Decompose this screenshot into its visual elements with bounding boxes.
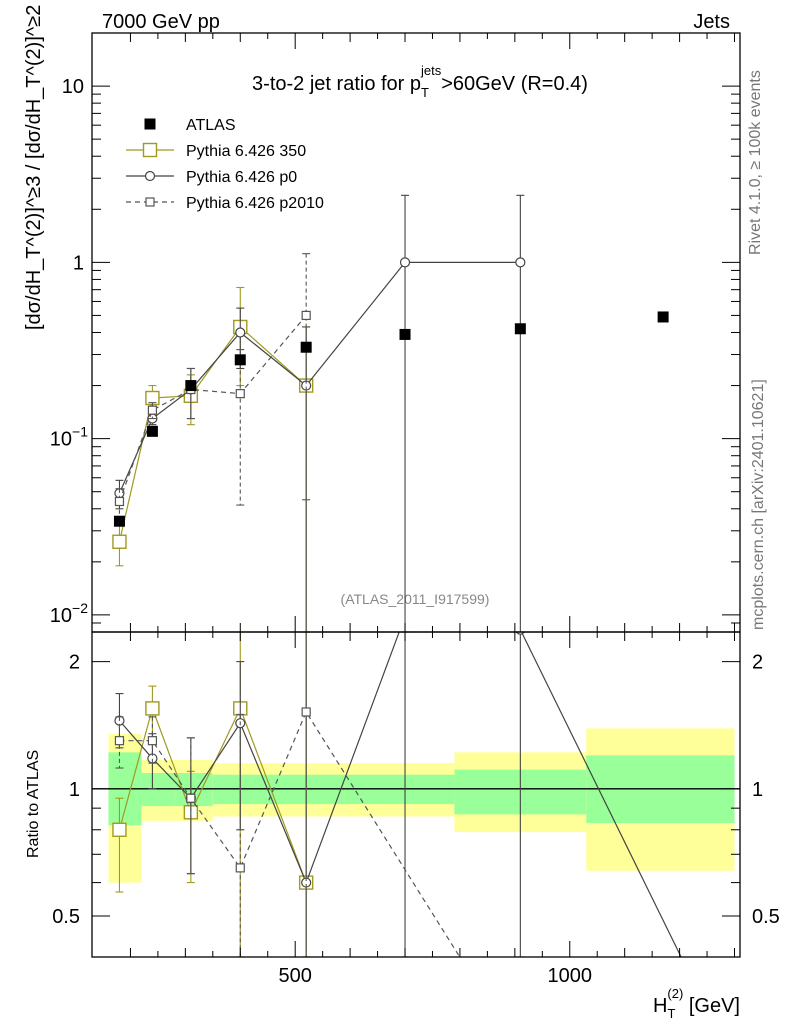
legend-label-pythia-6-426-350: Pythia 6.426 350 (186, 143, 306, 160)
pythia-6-426-p0-ratio-line (119, 632, 682, 957)
pythia-6-426-p2010-marker (114, 496, 125, 507)
pythia-6-426-p2010-marker (235, 389, 245, 399)
pythia-6-426-p0-marker (235, 327, 246, 338)
pythia-6-426-p0-marker (515, 257, 526, 268)
ratio-y-tick-label-left: 1 (69, 779, 80, 801)
atlas-marker (113, 515, 125, 527)
ratio-y-tick-label-left: 0.5 (52, 906, 80, 928)
y-tick-label-base: 10 (50, 605, 72, 627)
legend-marker-pythia-6-426-p0 (144, 170, 156, 182)
legend-label-atlas: ATLAS (186, 117, 236, 134)
ratio-y-tick-label-right: 2 (752, 652, 763, 674)
legend: ATLAS Pythia 6.426 350 Pythia 6.426 p0 Pyth… (126, 117, 324, 212)
x-axis-label-sup: (2) (667, 986, 683, 1001)
main-plot (112, 194, 669, 632)
pythia-6-426-p2010-ratio-marker (114, 736, 125, 746)
chart-title-sub: T (421, 85, 429, 100)
atlas-marker (300, 341, 312, 353)
analysis-id: (ATLAS_2011_I917599) (341, 591, 490, 607)
atlas-marker (399, 328, 411, 340)
ratio-band-green (141, 773, 175, 807)
mcplots-label: mcplots.cern.ch [arXiv:2401.10621] (750, 379, 767, 630)
pythia-6-426-p2010-ratio-marker (301, 707, 311, 717)
y-tick-label: 10 (62, 76, 84, 98)
legend-marker-atlas (144, 118, 156, 130)
pythia-6-426-350-ratio-marker (145, 701, 160, 716)
y-axis-label-text: [dσ/dH_T^(2)]^≥3 / [dσ/dH_T^(2)]^≥2 (23, 5, 45, 330)
y-tick-label: 1 (73, 252, 84, 274)
chart-title: 3-to-2 jet ratio for pTjets>60GeV (R=0.4… (252, 63, 588, 100)
x-axis-label-sub: T (667, 1006, 675, 1021)
rivet-label: Rivet 4.1.0, ≥ 100k events (747, 70, 764, 255)
atlas-marker (234, 354, 246, 366)
pythia-6-426-p2010-marker (147, 405, 158, 415)
pythia-6-426-p2010-ratio-line (119, 710, 461, 957)
y-tick-label: 10−2 (50, 600, 88, 627)
ratio-frame (91, 631, 741, 958)
legend-label-pythia-6-426-p2010: Pythia 6.426 p2010 (186, 195, 324, 212)
x-tick-label: 500 (278, 965, 311, 987)
pythia-6-426-p0-marker (399, 257, 411, 268)
pythia-6-426-p2010-line (118, 315, 307, 502)
pythia-6-426-p2010-ratio-marker (235, 863, 245, 873)
y-tick-label-base: 10 (50, 429, 72, 451)
atlas-marker (514, 323, 526, 335)
x-axis-label: HT (2) [GeV] (653, 986, 740, 1021)
legend-marker-pythia-6-426-350 (142, 142, 158, 158)
ratio-series (112, 632, 682, 957)
x-axis-label-main: H (653, 995, 667, 1017)
ratio-y-axis-label: Ratio to ATLAS (25, 750, 42, 858)
chart-title-tail: >60GeV (R=0.4) (441, 73, 588, 95)
atlas-marker (185, 380, 197, 392)
atlas-marker (146, 425, 158, 437)
pythia-6-426-p2010-ratio-marker (186, 793, 196, 803)
ratio-y-tick-label-right: 1 (752, 779, 763, 801)
legend-marker-pythia-6-426-p2010 (145, 197, 155, 207)
pythia-6-426-p2010-marker (301, 310, 311, 321)
y-axis-label: [dσ/dH_T^(2)]^≥3 / [dσ/dH_T^(2)]^≥2 (23, 5, 45, 330)
chart-title-main: 3-to-2 jet ratio for p (252, 73, 421, 95)
x-axis-label-tail: [GeV] (683, 995, 740, 1017)
header-right: Jets (693, 11, 730, 33)
pythia-6-426-p0-line (118, 261, 521, 494)
ratio-y-tick-label-right: 0.5 (752, 906, 780, 928)
atlas-marker (657, 311, 669, 323)
chart-title-sup: jets (420, 63, 442, 78)
ratio-y-tick-label-left: 2 (69, 652, 80, 674)
ratio-plot (112, 632, 682, 957)
header-left: 7000 GeV pp (102, 11, 220, 33)
pythia-6-426-p2010-ratio-marker (147, 736, 158, 746)
y-tick-label: 10−1 (50, 424, 88, 451)
x-tick-label: 1000 (548, 965, 593, 987)
y-tick-label-exponent: −2 (72, 600, 88, 616)
y-tick-label-exponent: −1 (72, 424, 88, 440)
main-series (112, 194, 669, 632)
legend-label-pythia-6-426-p0: Pythia 6.426 p0 (186, 169, 297, 186)
pythia-6-426-350-marker (112, 534, 127, 549)
pythia-6-426-350-ratio-marker (112, 822, 127, 837)
